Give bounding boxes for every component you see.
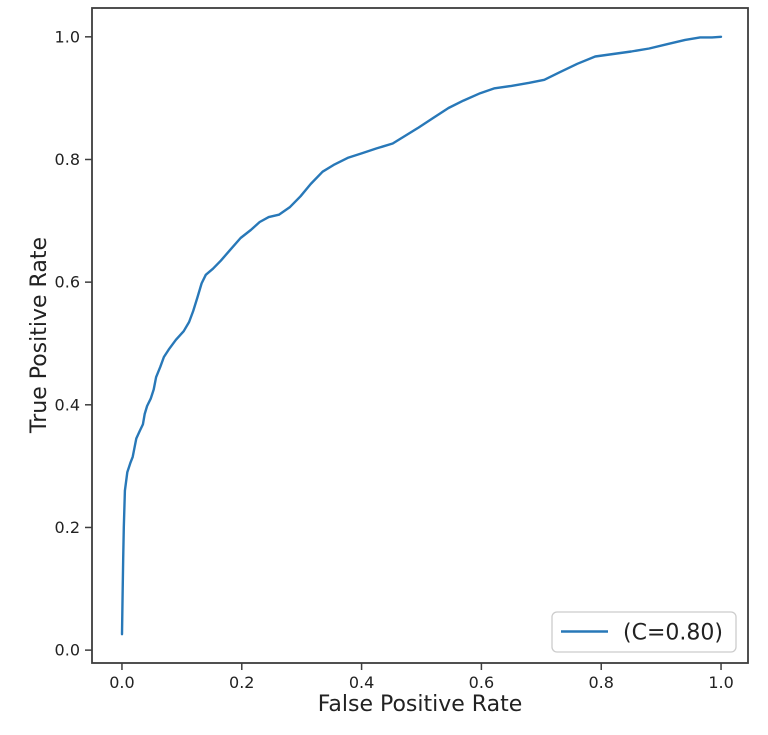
x-tick-label: 0.2 [229,673,254,692]
legend: (C=0.80) [551,611,737,653]
roc-curve [120,35,723,636]
legend-box [551,611,737,653]
y-tick-label: 0.4 [55,395,80,414]
y-tick-label: 0.6 [55,273,80,292]
legend-label: (C=0.80) [623,621,723,646]
plot-area [92,8,748,663]
x-axis-label: False Positive Rate [318,692,522,717]
y-axis-ticks: 0.0 0.2 0.4 0.6 0.8 1.0 [55,27,92,660]
x-tick-label: 0.0 [109,673,134,692]
y-tick-label: 0.8 [55,150,80,169]
x-axis-ticks: 0.0 0.2 0.4 0.6 0.8 1.0 [109,663,734,692]
y-tick-label: 0.0 [55,641,80,660]
x-tick-label: 0.6 [469,673,494,692]
curve-layer [120,35,723,636]
y-tick-label: 1.0 [55,27,80,46]
plot-border [91,7,749,664]
y-axis-label: True Positive Rate [27,237,52,434]
y-tick-label: 0.2 [55,518,80,537]
x-tick-label: 1.0 [708,673,733,692]
x-tick-label: 0.8 [588,673,613,692]
x-tick-label: 0.4 [349,673,374,692]
